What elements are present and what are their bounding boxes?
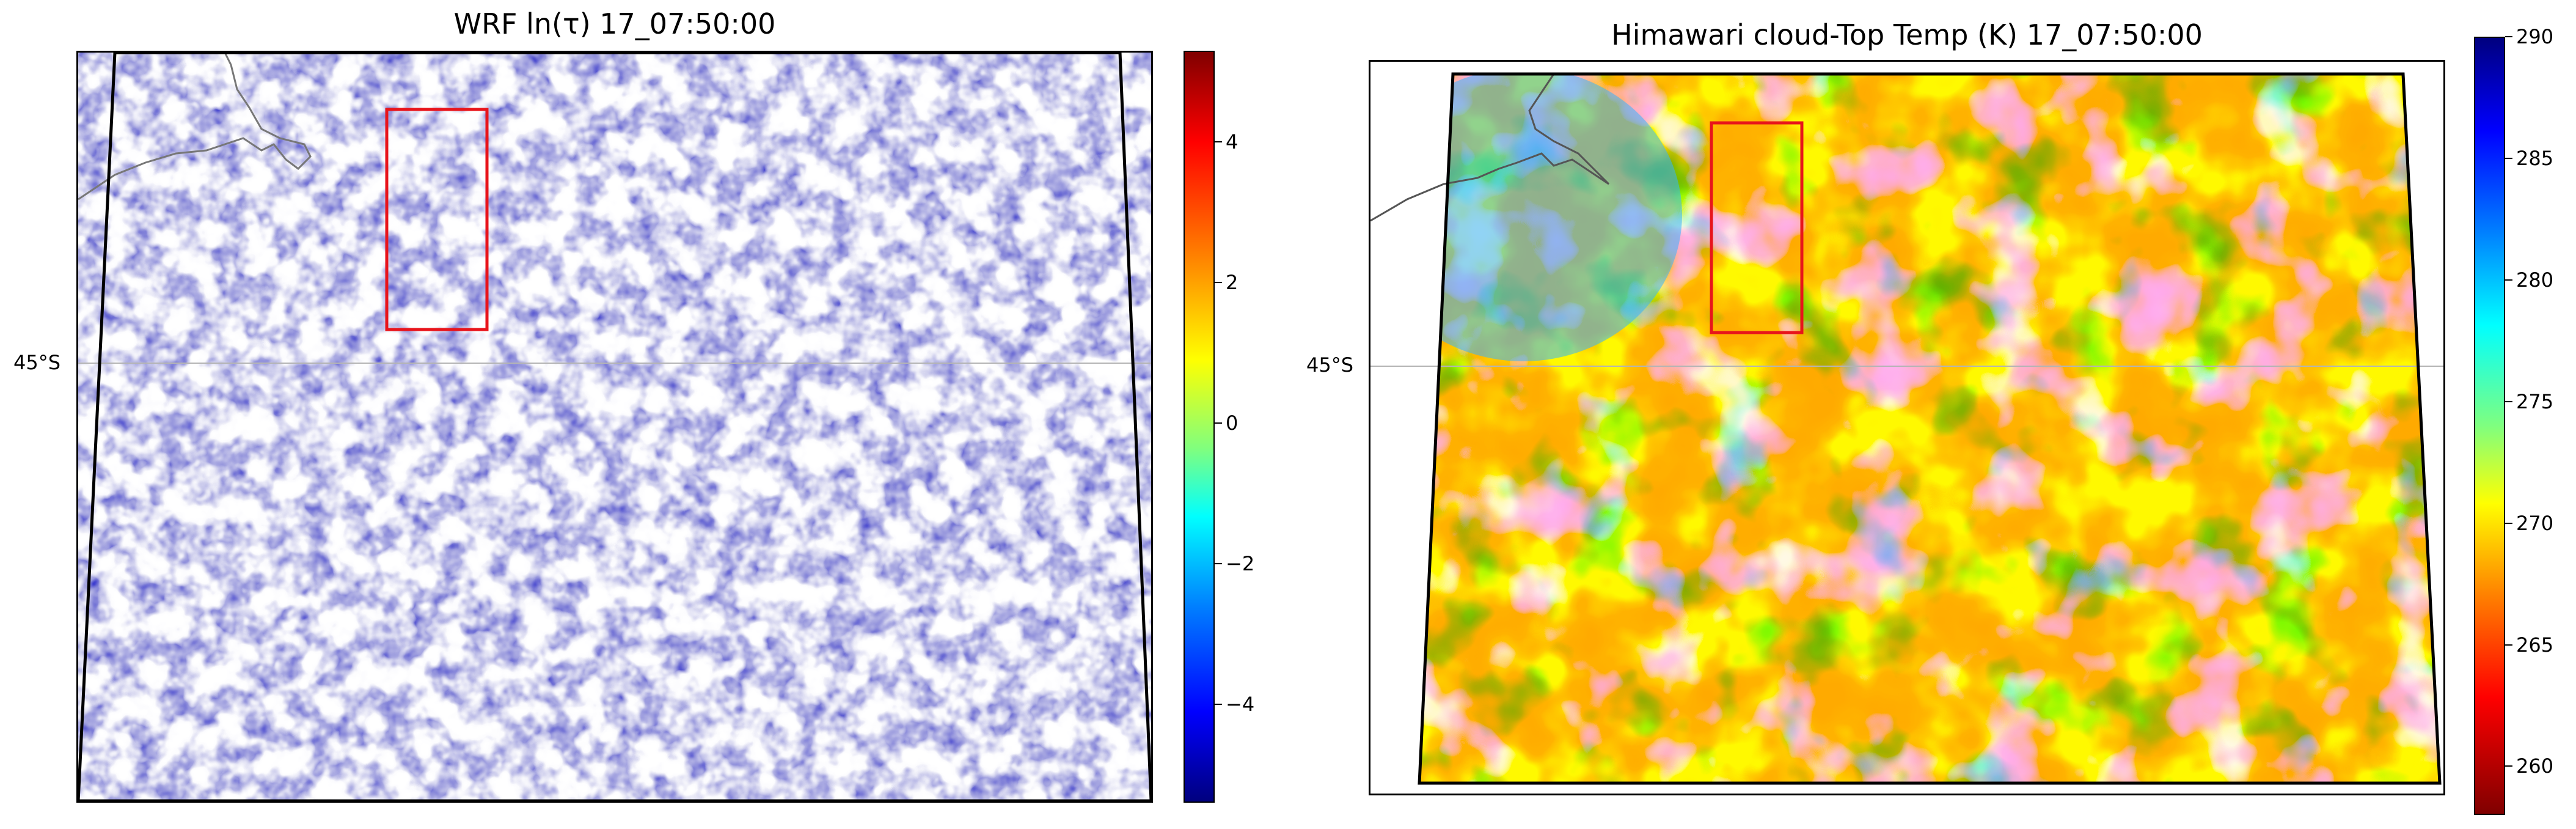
left-region-box bbox=[385, 108, 489, 331]
right-colorbar-tick bbox=[2505, 157, 2512, 159]
left-colorbar-tick-label: −4 bbox=[1226, 693, 1255, 717]
left-colorbar-tick-label: 0 bbox=[1226, 411, 1239, 435]
left-map-axes bbox=[76, 51, 1153, 803]
right-colorbar-tick bbox=[2505, 36, 2512, 37]
right-colorbar-tick bbox=[2505, 644, 2512, 646]
left-colorbar-tick bbox=[1215, 704, 1222, 706]
right-domain-boundary bbox=[1418, 72, 2442, 785]
right-colorbar-tick-label: 260 bbox=[2516, 754, 2554, 778]
left-map bbox=[78, 53, 1151, 801]
left-panel-title: WRF ln(τ) 17_07:50:00 bbox=[453, 7, 776, 40]
right-colorbar-tick bbox=[2505, 522, 2512, 524]
right-colorbar-tick bbox=[2505, 279, 2512, 281]
left-domain-boundary bbox=[78, 53, 1151, 801]
right-colorbar-tick-label: 280 bbox=[2516, 268, 2554, 292]
right-colorbar-tick-label: 275 bbox=[2516, 389, 2554, 413]
left-colorbar-tick bbox=[1215, 282, 1222, 284]
right-region-box bbox=[1710, 121, 1804, 334]
right-colorbar-tick-label: 270 bbox=[2516, 511, 2554, 535]
right-lat-label-45s: 45°S bbox=[1306, 353, 1354, 377]
right-coastline bbox=[1370, 73, 1610, 222]
left-lat-label-45s: 45°S bbox=[13, 351, 61, 374]
left-colorbar-tick bbox=[1215, 422, 1222, 424]
left-coastline bbox=[78, 53, 312, 201]
right-colorbar bbox=[2474, 37, 2505, 815]
right-colorbar-tick-label: 290 bbox=[2516, 25, 2554, 48]
right-colorbar-tick bbox=[2505, 400, 2512, 402]
right-colorbar-tick-label: 265 bbox=[2516, 633, 2554, 657]
right-map-axes bbox=[1369, 60, 2445, 795]
right-map bbox=[1370, 62, 2443, 794]
right-colorbar-tick bbox=[2505, 765, 2512, 767]
left-colorbar-tick-label: 4 bbox=[1226, 130, 1239, 154]
left-colorbar-tick-label: 2 bbox=[1226, 271, 1239, 295]
left-cloud-field bbox=[78, 53, 1151, 801]
left-colorbar-tick bbox=[1215, 563, 1222, 565]
left-colorbar-tick bbox=[1215, 141, 1222, 143]
left-colorbar-tick-label: −2 bbox=[1226, 552, 1255, 576]
right-panel-title: Himawari cloud-Top Temp (K) 17_07:50:00 bbox=[1611, 18, 2203, 51]
right-colorbar-tick-label: 285 bbox=[2516, 146, 2554, 170]
left-colorbar bbox=[1184, 51, 1215, 803]
